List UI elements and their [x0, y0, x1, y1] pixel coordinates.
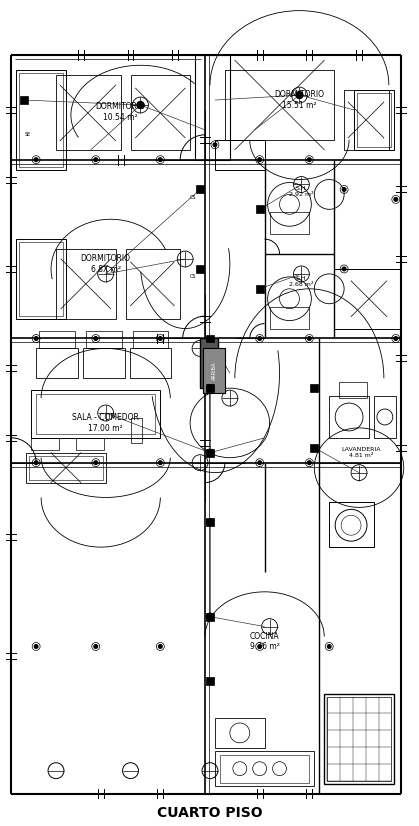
Bar [334, 269, 401, 329]
Bar [20, 96, 28, 104]
Text: COCINA
9.36 m²: COCINA 9.36 m² [250, 632, 279, 651]
Bar [269, 306, 309, 329]
Bar [220, 755, 309, 782]
Circle shape [137, 102, 144, 108]
Bar [215, 718, 265, 748]
Circle shape [158, 337, 162, 340]
Circle shape [34, 158, 38, 161]
Bar [215, 140, 265, 169]
Text: CS: CS [190, 195, 197, 200]
Circle shape [258, 644, 261, 648]
Text: DORMITORIO
6.8X m²: DORMITORIO 6.8X m² [81, 254, 131, 273]
Circle shape [34, 337, 38, 340]
Circle shape [94, 461, 98, 464]
Bar [215, 751, 314, 786]
Bar [26, 453, 106, 482]
Circle shape [394, 337, 398, 340]
Bar [130, 418, 142, 443]
Bar [269, 212, 309, 234]
Circle shape [394, 197, 398, 202]
Circle shape [258, 461, 261, 464]
Bar [310, 384, 318, 392]
Bar [86, 330, 122, 349]
Text: CS: CS [212, 389, 218, 394]
Text: LAVANDERIA
4.81 m²: LAVANDERIA 4.81 m² [341, 448, 381, 458]
Circle shape [94, 158, 98, 161]
Circle shape [158, 461, 162, 464]
Circle shape [213, 143, 217, 146]
Text: CS: CS [190, 274, 197, 279]
Bar [206, 449, 214, 457]
Bar [83, 349, 124, 378]
Bar [310, 444, 318, 452]
Bar [327, 697, 391, 781]
Text: S.H
2.92 m²: S.H 2.92 m² [289, 186, 314, 197]
Bar [206, 613, 214, 620]
Bar [31, 390, 160, 438]
Bar [339, 382, 367, 398]
Circle shape [207, 519, 213, 526]
Text: DORMITORIO
10.54 m²: DORMITORIO 10.54 m² [96, 102, 145, 121]
Text: SALA - COMEDOR
17.00 m²: SALA - COMEDOR 17.00 m² [72, 413, 139, 433]
Text: DORMITORIO
15.51 m²: DORMITORIO 15.51 m² [274, 90, 324, 110]
Bar [324, 694, 394, 784]
Bar [256, 285, 264, 292]
Bar [203, 349, 225, 393]
Bar [206, 335, 214, 343]
Bar [19, 74, 63, 167]
Bar [29, 456, 103, 480]
Text: S.H
2.68 m²: S.H 2.68 m² [289, 277, 313, 287]
Bar [16, 70, 66, 169]
Circle shape [342, 267, 346, 271]
Circle shape [207, 449, 213, 456]
Circle shape [207, 385, 213, 392]
Circle shape [207, 613, 213, 620]
Bar [196, 186, 204, 193]
Bar [195, 55, 230, 159]
Bar [354, 90, 394, 150]
Bar [130, 75, 190, 150]
Bar [206, 677, 214, 686]
Circle shape [308, 337, 311, 340]
Bar [126, 249, 180, 319]
Bar [256, 206, 264, 213]
Circle shape [258, 337, 261, 340]
Bar [56, 75, 121, 150]
Circle shape [308, 158, 311, 161]
Circle shape [94, 337, 98, 340]
Bar [36, 394, 155, 434]
Bar [132, 330, 168, 349]
Bar [36, 349, 78, 378]
Circle shape [34, 461, 38, 464]
Bar [129, 349, 171, 378]
Text: CUARTO PISO: CUARTO PISO [157, 806, 262, 820]
Bar [374, 396, 396, 438]
Bar [225, 70, 334, 140]
Bar [200, 339, 218, 388]
Bar [206, 384, 214, 392]
Circle shape [158, 158, 162, 161]
Circle shape [296, 92, 303, 98]
Bar [329, 396, 369, 438]
Bar [16, 240, 66, 319]
Bar [329, 502, 374, 547]
Bar [19, 242, 63, 316]
Text: ARRIBA: ARRIBA [212, 362, 217, 381]
Bar [196, 265, 204, 273]
Bar [344, 90, 389, 150]
Circle shape [308, 461, 311, 464]
Bar [76, 438, 103, 450]
Circle shape [327, 644, 331, 648]
Bar [206, 518, 214, 526]
Bar [31, 438, 59, 450]
Bar [39, 330, 75, 349]
Circle shape [94, 644, 98, 648]
Circle shape [342, 188, 346, 192]
Text: SE: SE [25, 132, 31, 137]
Circle shape [34, 644, 38, 648]
Bar [357, 93, 391, 147]
Bar [56, 249, 116, 319]
Circle shape [258, 158, 261, 161]
Circle shape [158, 644, 162, 648]
